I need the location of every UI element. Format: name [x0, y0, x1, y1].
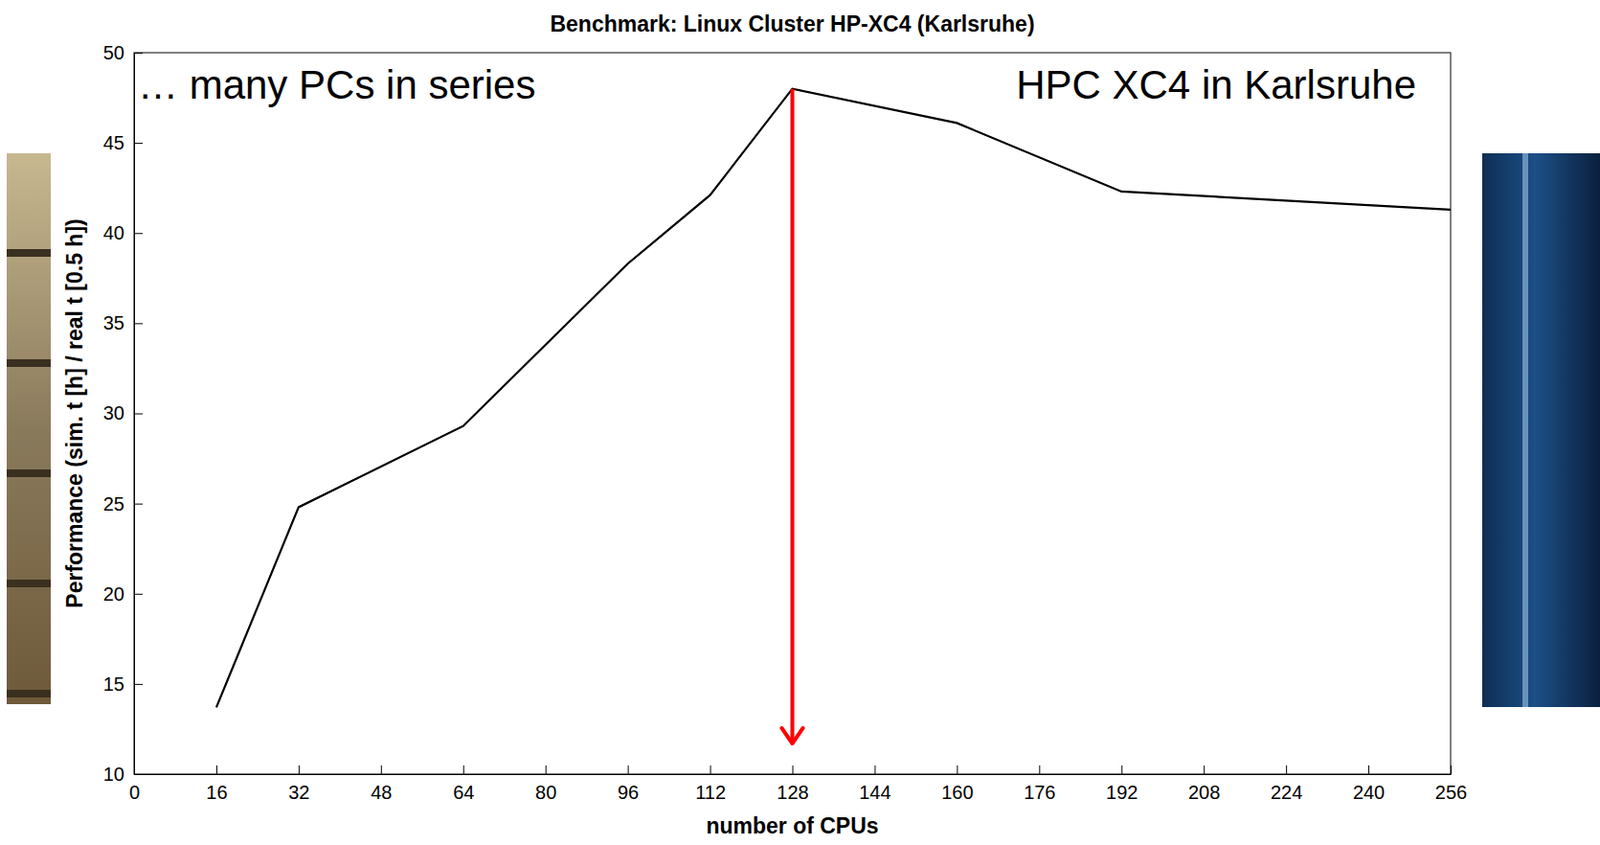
y-tick-mark: [134, 773, 143, 775]
x-tick: 176: [1023, 765, 1056, 803]
right-picture: [1482, 153, 1600, 707]
x-tick-mark: [545, 765, 547, 774]
y-tick-mark: [134, 322, 143, 324]
x-tick-label: 256: [1435, 781, 1467, 803]
x-tick-label: 80: [535, 781, 557, 803]
y-tick-mark: [134, 413, 143, 415]
x-tick: 32: [288, 765, 310, 803]
y-tick-label: 15: [103, 673, 125, 695]
y-tick-label: 45: [103, 132, 125, 154]
left-picture-band: [6, 689, 51, 698]
x-tick-mark: [874, 765, 876, 774]
left-picture-band: [6, 469, 51, 477]
left-picture: [6, 153, 51, 704]
x-tick-mark: [792, 765, 794, 774]
x-axis-title: number of CPUs: [705, 812, 879, 838]
x-tick-mark: [381, 765, 383, 774]
x-tick-label: 112: [695, 781, 726, 803]
x-tick-label: 208: [1188, 781, 1220, 803]
y-tick-mark: [134, 593, 143, 595]
x-tick-label: 0: [129, 781, 140, 803]
x-tick: 240: [1352, 765, 1385, 803]
x-tick-mark: [298, 765, 300, 774]
y-tick: 50: [103, 42, 143, 64]
right-picture-stripe: [1522, 153, 1529, 707]
y-tick-mark: [134, 683, 143, 685]
y-tick-label: 10: [103, 763, 125, 785]
y-tick: 45: [103, 132, 143, 154]
x-axis: 0 16 32 48 64 80 96 112 128 144 160 176 192 208 224 240…: [129, 765, 1467, 803]
x-tick: 112: [695, 765, 726, 803]
y-tick-label: 35: [103, 312, 125, 334]
y-tick: 35: [103, 312, 143, 334]
x-tick: 224: [1270, 765, 1303, 803]
x-tick-label: 16: [205, 781, 227, 803]
y-axis-title: Performance (sim. t [h] / real t [0.5 h]…: [62, 218, 88, 608]
plot-frame: [134, 52, 1451, 774]
x-tick: 192: [1105, 765, 1138, 803]
x-tick-label: 144: [858, 781, 891, 803]
x-tick-label: 160: [941, 781, 973, 803]
y-tick-label: 20: [103, 583, 125, 605]
y-tick: 15: [103, 673, 143, 695]
peak-arrow-head: [782, 727, 804, 744]
x-tick-mark: [628, 765, 630, 774]
x-tick-label: 192: [1105, 781, 1138, 803]
x-tick: 128: [776, 765, 809, 803]
x-tick-label: 96: [617, 781, 639, 803]
left-picture-band: [6, 579, 51, 587]
annotation-right: HPC XC4 in Karlsruhe: [1015, 62, 1417, 108]
x-tick-mark: [710, 765, 712, 774]
x-tick-mark: [1038, 765, 1040, 774]
y-tick-mark: [134, 232, 143, 234]
x-tick: 256: [1435, 765, 1467, 803]
y-tick-label: 30: [103, 402, 125, 424]
y-tick-label: 50: [103, 42, 125, 64]
x-tick-label: 224: [1270, 781, 1303, 803]
y-axis: 10 15 20 25 30 35 40 45 50: [103, 42, 143, 785]
x-tick-label: 64: [452, 781, 474, 803]
x-tick: 64: [452, 765, 474, 803]
chart-title: Benchmark: Linux Cluster HP-XC4 (Karlsru…: [549, 11, 1035, 37]
x-tick: 160: [941, 765, 973, 803]
peak-arrow-shaft: [790, 89, 795, 742]
x-tick: 208: [1188, 765, 1220, 803]
x-tick-mark: [1285, 765, 1287, 774]
peak-arrow: [782, 89, 804, 744]
x-tick-mark: [1121, 765, 1123, 774]
x-tick-label: 128: [776, 781, 809, 803]
plot-area: [216, 89, 1451, 708]
y-tick-mark: [134, 142, 143, 144]
y-tick: 10: [103, 763, 143, 785]
y-tick-label: 40: [103, 222, 125, 244]
y-tick: 40: [103, 222, 143, 244]
x-tick-label: 48: [370, 781, 392, 803]
x-tick-mark: [1368, 765, 1370, 774]
y-tick-mark: [134, 503, 143, 505]
x-tick-label: 32: [288, 781, 310, 803]
data-line: [216, 89, 1451, 708]
x-tick: 96: [617, 765, 639, 803]
x-tick-mark: [216, 765, 218, 774]
x-tick: 16: [205, 765, 227, 803]
x-tick: 144: [858, 765, 891, 803]
x-tick-mark: [1450, 765, 1452, 774]
x-tick-label: 240: [1352, 781, 1385, 803]
y-tick-mark: [134, 52, 143, 54]
x-tick-mark: [956, 765, 958, 774]
x-axis-line: [135, 773, 1452, 775]
left-picture-band: [6, 248, 51, 257]
x-tick: 48: [370, 765, 392, 803]
x-tick-label: 176: [1023, 781, 1056, 803]
x-tick: 80: [535, 765, 557, 803]
x-tick-mark: [1203, 765, 1205, 774]
x-tick-mark: [463, 765, 465, 774]
annotation-left: … many PCs in series: [137, 62, 536, 108]
left-picture-band: [6, 359, 51, 367]
y-tick: 20: [103, 583, 143, 605]
y-tick-label: 25: [103, 493, 125, 515]
y-tick: 25: [103, 493, 143, 515]
y-tick: 30: [103, 402, 143, 424]
